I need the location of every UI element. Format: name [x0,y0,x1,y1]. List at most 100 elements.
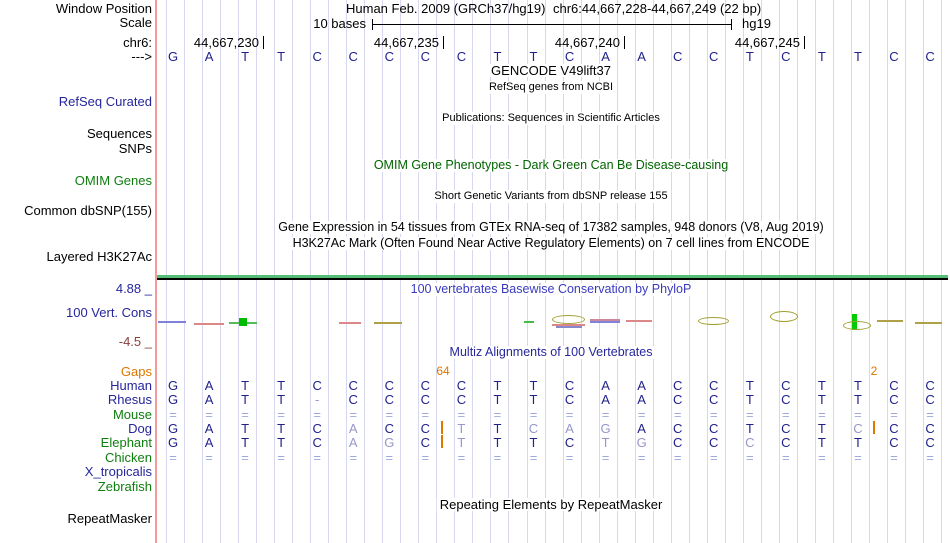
guideline [580,0,582,543]
h3k27ac-baseline-green [155,275,948,278]
alignment-base: = [421,449,430,465]
alignment-base: T [493,421,502,437]
alignment-base: C [348,378,358,393]
alignment-base: T [853,392,862,408]
alignment-row-label-dog[interactable]: Dog [128,421,152,437]
track-label-sequences[interactable]: Sequences [86,126,152,141]
sequence-base: T [853,49,862,64]
alignment-base: = [818,406,826,422]
conservation-glyph [698,317,729,325]
alignment-base: = [782,449,790,465]
alignment-base: C [925,392,935,408]
track-title-gtex[interactable]: Gene Expression in 54 tissues from GTEx … [275,221,827,234]
alignment-base: = [601,406,610,422]
alignment-row-label-gaps[interactable]: Gaps [120,364,152,379]
alignment-base: A [204,435,214,451]
alignment-base: C [384,378,394,393]
alignment-base: C [672,378,683,393]
alignment-base: = [529,449,538,465]
alignment-base: = [277,406,285,422]
alignment-base: C [420,392,431,408]
sequence-base: A [637,49,646,64]
alignment-row-label-x_tropicalis[interactable]: X_tropicalis [84,464,152,480]
alignment-base: T [493,378,502,393]
alignment-base: = [565,449,574,465]
alignment-base: C [889,392,899,408]
guideline [274,0,276,543]
alignment-row-label-chicken[interactable]: Chicken [105,449,152,465]
sequence-base: T [493,49,502,64]
track-label-common-dbsnp[interactable]: Common dbSNP(155) [24,203,152,218]
alignment-base: = [565,406,574,422]
alignment-base: T [241,378,250,393]
alignment-base: G [384,435,395,451]
guideline [598,0,600,543]
alignment-base: - [315,392,320,408]
insert-marker [441,421,443,435]
track-label-layered-h3k27ac[interactable]: Layered H3K27Ac [46,249,152,264]
track-title-repeatmasker[interactable]: Repeating Elements by RepeatMasker [436,498,666,511]
track-title-publications[interactable]: Publications: Sequences in Scientific Ar… [439,112,663,125]
track-label-omim-genes[interactable]: OMIM Genes [74,173,152,188]
track-label-refseq-curated[interactable]: RefSeq Curated [58,94,152,109]
alignment-row-label-rhesus[interactable]: Rhesus [107,392,152,408]
alignment-base: C [312,378,322,393]
track-title-phylop[interactable]: 100 vertebrates Basewise Conservation by… [407,283,695,296]
alignment-base: T [745,421,754,437]
guideline [238,0,240,543]
guideline [544,0,546,543]
guideline [688,0,690,543]
alignment-base: T [241,421,250,437]
alignment-base: C [709,392,719,408]
alignment-base: A [204,378,214,393]
coordinate-label: 44,667,230 [193,35,259,50]
alignment-base: = [421,406,430,422]
conservation-glyph [194,323,224,325]
conservation-max-value: 4.88 _ [115,281,152,296]
sequence-base: C [420,49,431,64]
guideline [166,0,167,543]
alignment-row-label-zebrafish[interactable]: Zebrafish [97,478,152,494]
alignment-base: = [241,449,249,465]
sequence-base: T [277,49,286,64]
alignment-base: C [889,435,899,451]
track-title-h3k27ac[interactable]: H3K27Ac Mark (Often Found Near Active Re… [289,237,813,250]
track-label-100-vert-cons[interactable]: 100 Vert. Cons [66,305,152,320]
alignment-row-label-mouse[interactable]: Mouse [112,406,152,422]
alignment-base: C [564,378,575,393]
alignment-base: A [565,421,574,437]
guideline [310,0,312,543]
alignment-base: T [241,435,250,451]
conservation-glyph [524,321,534,323]
track-title-refseq[interactable]: RefSeq genes from NCBI [485,81,617,94]
alignment-base: T [745,392,754,408]
track-title-gencode[interactable]: GENCODE V49lift37 [488,64,614,77]
alignment-base: = [385,406,394,422]
alignment-base: = [385,449,394,465]
track-title-dbsnp[interactable]: Short Genetic Variants from dbSNP releas… [431,190,671,203]
alignment-base: T [529,435,538,451]
strand-arrow[interactable]: ---> [131,49,152,64]
alignment-base: C [853,421,863,437]
track-label-repeatmasker[interactable]: RepeatMasker [67,511,152,526]
sequence-base: T [241,49,250,64]
alignment-base: C [456,378,467,393]
alignment-row-label-elephant[interactable]: Elephant [100,435,152,451]
sequence-base: T [817,49,826,64]
alignment-base: = [493,406,502,422]
guideline [346,0,348,543]
guideline [832,0,834,543]
guideline [436,0,438,543]
guideline [742,0,744,543]
coordinate-label: 44,667,245 [734,35,800,50]
sequence-base: G [167,49,179,64]
alignment-base: T [853,435,862,451]
track-label-snps[interactable]: SNPs [118,141,152,156]
coordinate-tick [263,36,264,49]
track-title-multiz[interactable]: Multiz Alignments of 100 Vertebrates [446,346,656,359]
alignment-row-label-human[interactable]: Human [110,378,152,393]
track-title-omim[interactable]: OMIM Gene Phenotypes - Dark Green Can Be… [370,159,732,172]
alignment-base: A [601,392,610,408]
assembly-name: Human Feb. 2009 (GRCh37/hg19) [346,1,546,16]
position-range: chr6:44,667,228-44,667,249 (22 bp) [553,1,762,16]
